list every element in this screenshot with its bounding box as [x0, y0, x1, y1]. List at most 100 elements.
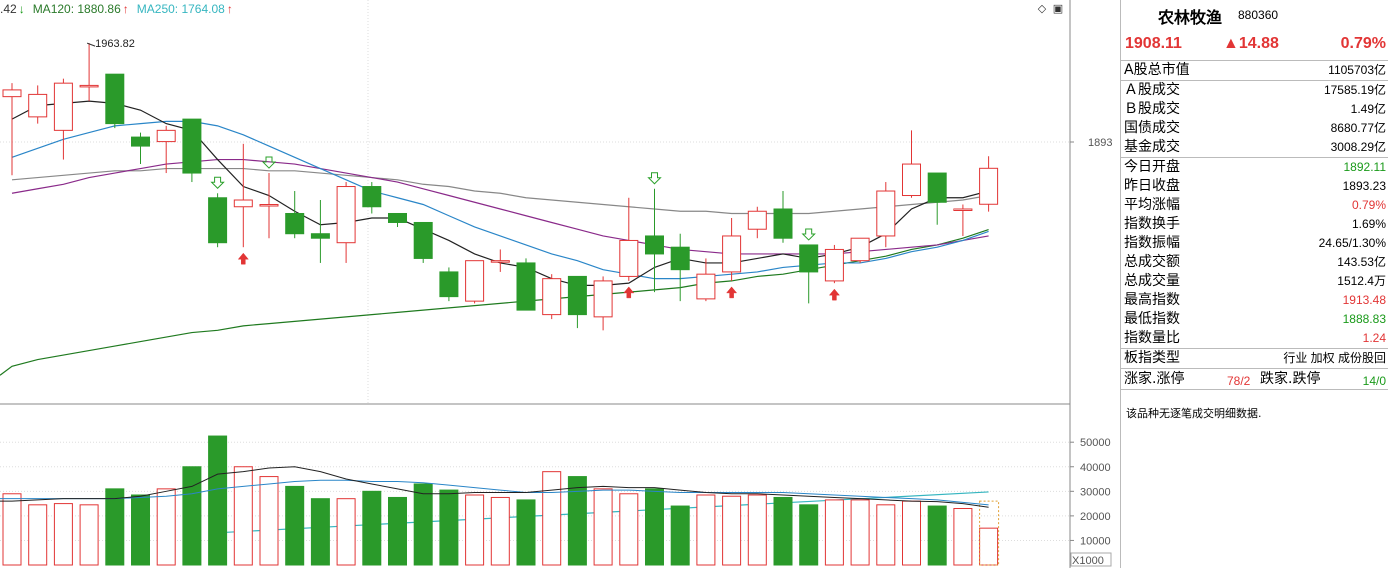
ma120-line: [0, 228, 989, 376]
volume-bar: [465, 494, 485, 566]
volume-projection: [979, 500, 1000, 566]
stat-row: 最高指数 1913.48: [1121, 291, 1388, 310]
candle-body: [105, 73, 125, 125]
candle-body: [902, 163, 921, 197]
up-label: 涨家.涨停: [1124, 371, 1185, 387]
stat-value: 行业 加权 成份股回: [1283, 351, 1386, 365]
stats-table: A股总市值 1105703亿 Ａ股成交 17585.19亿 Ｂ股成交 1.49亿 国债成交 8…: [1121, 61, 1388, 369]
volume-bar: [567, 476, 587, 566]
stat-label: 指数量比: [1124, 330, 1180, 346]
stat-value: 24.65/1.30%: [1318, 236, 1386, 250]
candle-body: [799, 244, 819, 273]
volume-bar: [439, 489, 459, 566]
ma-legend-item: MA120: 1880.86: [32, 2, 121, 16]
candle-body: [131, 136, 150, 147]
stat-value: 1.69%: [1351, 217, 1386, 231]
candle-body: [465, 260, 485, 302]
stat-row: Ａ股成交 17585.19亿: [1121, 81, 1388, 100]
candle-body: [413, 221, 433, 259]
candle-body: [182, 118, 202, 174]
up-value: 78/2: [1227, 374, 1251, 388]
candle-body: [567, 275, 587, 316]
candle-body: [645, 235, 664, 255]
candle-body: [979, 167, 999, 205]
volume-bar: [388, 496, 407, 566]
candle-body: [542, 278, 562, 316]
info-panel: 农林牧渔 880360 1908.11 ▲14.88 0.79% A股总市值 11…: [1120, 0, 1388, 568]
volume-bar: [927, 505, 947, 566]
buy-sell-arrow-down-icon: [261, 156, 277, 169]
volume-bar: [747, 494, 767, 566]
candle-body: [747, 210, 767, 230]
volume-bar: [362, 490, 382, 566]
index-name: 农林牧渔: [1158, 8, 1223, 27]
stat-row: 指数振幅 24.65/1.30%: [1121, 234, 1388, 253]
candle-body: [233, 199, 253, 208]
volume-unit: X1000: [1072, 555, 1104, 567]
kline-chart-area[interactable]: 1893 50000 40000 30000 20000 10000 X1000 1963.8…: [0, 0, 1120, 568]
volume-bar: [413, 483, 433, 566]
candle-body: [388, 212, 407, 223]
stat-row: 指数量比 1.24: [1121, 329, 1388, 349]
buy-sell-arrow-down-icon: [801, 228, 816, 241]
stat-row: Ｂ股成交 1.49亿: [1121, 100, 1388, 119]
volume-bar: [28, 504, 48, 566]
stat-label: Ａ股成交: [1124, 82, 1180, 98]
volume-bar: [979, 527, 999, 566]
stat-label: 指数换手: [1124, 216, 1180, 232]
stat-label: 最低指数: [1124, 311, 1180, 327]
volume-bar: [850, 499, 870, 566]
chart-toolbar: ◇ ▣: [1036, 3, 1068, 15]
diamond-icon[interactable]: ◇: [1037, 3, 1047, 15]
stat-label: 基金成交: [1124, 139, 1180, 155]
volume-bar: [799, 504, 819, 566]
stat-row: 平均涨幅 0.79%: [1121, 196, 1388, 215]
stat-value: 1888.83: [1342, 312, 1386, 326]
volume-bar: [953, 508, 973, 566]
candle-body: [259, 204, 279, 207]
index-code: 880360: [1238, 8, 1279, 22]
candle-body: [593, 280, 613, 318]
volume-ma10-line: [0, 479, 989, 506]
buy-sell-arrow-up-icon: [237, 252, 249, 265]
stat-value: 1.24: [1362, 331, 1386, 345]
stat-row: 国债成交 8680.77亿: [1121, 119, 1388, 138]
window-icon[interactable]: ▣: [1052, 3, 1064, 15]
volume-bar: [156, 488, 176, 566]
buy-sell-arrow-up-icon: [623, 286, 635, 299]
volume-bar: [696, 494, 716, 566]
candle-body: [53, 82, 73, 131]
stat-row: 指数换手 1.69%: [1121, 215, 1388, 234]
stat-value: 1.49亿: [1350, 102, 1386, 116]
candle-body: [362, 186, 382, 208]
volume-ma5-line: [0, 466, 989, 508]
volume-bar: [259, 476, 279, 566]
high-annotation: 1963.82: [95, 38, 135, 50]
volume-bar: [824, 499, 844, 566]
volume-bar: [131, 494, 150, 566]
price-change-pct: 0.79%: [1340, 35, 1386, 52]
stat-row: 最低指数 1888.83: [1121, 310, 1388, 329]
current-price: 1908.11: [1125, 35, 1182, 52]
candle-body: [336, 186, 356, 244]
volume-bar: [310, 498, 330, 566]
candle-body: [490, 260, 510, 263]
ma20-line: [11, 158, 989, 255]
kline-chart[interactable]: 1893 50000 40000 30000 20000 10000 X1000 1963.8…: [0, 0, 1120, 568]
arrow-up-icon: ↑: [226, 2, 233, 16]
ma-legend: .42 ↓ MA120: 1880.86 ↑ MA250: 1764.08 ↑: [0, 1, 241, 17]
down-label: 跌家.跌停: [1260, 371, 1321, 387]
buy-sell-arrow-down-icon: [210, 176, 225, 189]
volume-tick-label: 30000: [1080, 486, 1111, 498]
stat-value: 1893.23: [1342, 179, 1386, 193]
stat-row: 总成交量 1512.4万: [1121, 272, 1388, 291]
buy-sell-arrow-up-icon: [726, 286, 738, 299]
candle-body: [876, 190, 896, 237]
volume-bar: [542, 471, 562, 566]
buy-sell-arrow-down-icon: [647, 172, 662, 185]
candle-body: [670, 246, 690, 271]
stat-label: 最高指数: [1124, 292, 1180, 308]
stat-value: 1105703亿: [1328, 63, 1386, 77]
candle-body: [696, 273, 716, 300]
stat-label: 昨日收盘: [1124, 178, 1180, 194]
